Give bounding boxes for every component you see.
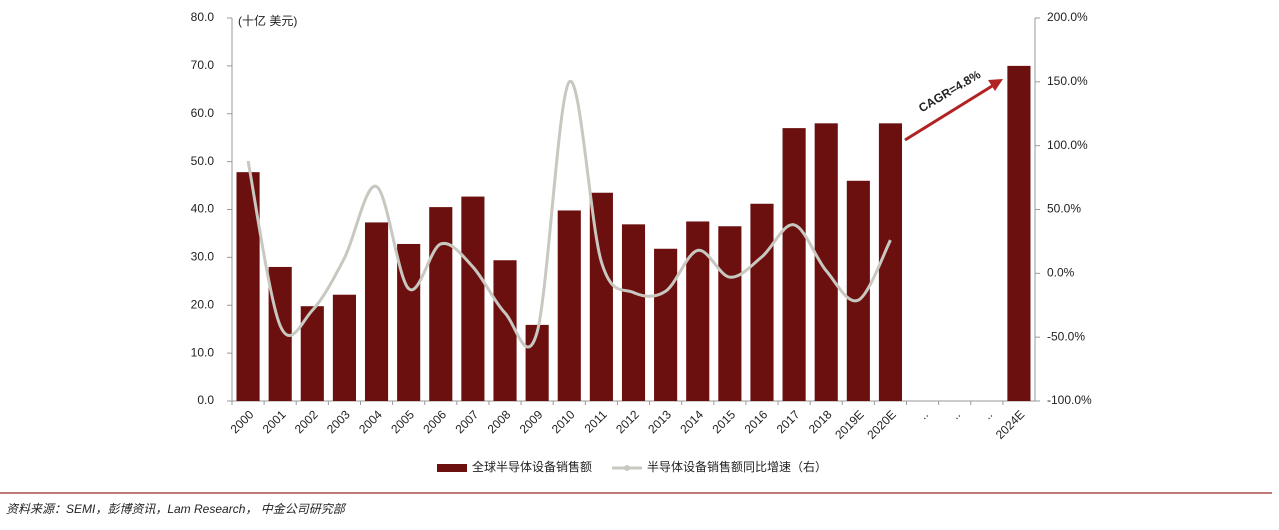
bar bbox=[846, 180, 870, 401]
source: 资料来源：SEMI，彭博资讯，Lam Research， 中金公司研究部 bbox=[6, 502, 347, 516]
legend-marker bbox=[624, 465, 631, 471]
x-tick-label: .. bbox=[916, 407, 931, 422]
y2-tick-label: 200.0% bbox=[1047, 10, 1088, 24]
legend-label: 全球半导体设备销售额 bbox=[472, 459, 592, 474]
x-tick-label: 2004 bbox=[356, 407, 385, 436]
x-tick-label: 2024E bbox=[993, 407, 1027, 441]
x-tick-label: 2018 bbox=[806, 407, 835, 436]
y2-tick-label: 50.0% bbox=[1047, 202, 1081, 216]
bar bbox=[461, 196, 485, 401]
y2-tick-label: -100.0% bbox=[1047, 393, 1092, 407]
cagr-arrow-head bbox=[988, 79, 1003, 91]
x-tick-label: 2017 bbox=[774, 407, 803, 436]
x-tick-label: 2008 bbox=[485, 407, 514, 436]
y-tick-label: 30.0 bbox=[191, 250, 215, 264]
unit-label: (十亿 美元) bbox=[238, 13, 297, 28]
bar bbox=[686, 221, 710, 401]
x-tick-label: 2010 bbox=[549, 407, 578, 436]
bar bbox=[589, 192, 613, 401]
bar bbox=[814, 123, 838, 401]
bar bbox=[236, 172, 260, 401]
y-tick-label: 50.0 bbox=[191, 154, 215, 168]
y-tick-label: 70.0 bbox=[191, 58, 215, 72]
x-tick-label: .. bbox=[948, 407, 963, 422]
legend-label: 半导体设备销售额同比增速（右） bbox=[647, 459, 827, 474]
y2-tick-label: 150.0% bbox=[1047, 74, 1088, 88]
bar bbox=[493, 260, 517, 401]
bar bbox=[364, 222, 389, 401]
bar bbox=[718, 226, 742, 401]
bar bbox=[557, 210, 581, 401]
cagr-arrow bbox=[904, 81, 998, 142]
bar bbox=[878, 123, 903, 401]
x-tick-label: 2001 bbox=[260, 407, 289, 436]
x-tick-label: 2012 bbox=[613, 407, 642, 436]
x-tick-label: 2019E bbox=[832, 407, 866, 441]
bar bbox=[1007, 65, 1031, 401]
x-tick-label: 2014 bbox=[677, 407, 706, 436]
y-tick-label: 80.0 bbox=[191, 10, 215, 24]
y2-tick-label: 0.0% bbox=[1047, 266, 1075, 280]
y-tick-label: 20.0 bbox=[191, 297, 215, 311]
x-tick-label: 2003 bbox=[324, 407, 353, 436]
y-tick-label: 0.0 bbox=[197, 393, 214, 407]
bar bbox=[654, 248, 678, 401]
bar bbox=[397, 243, 421, 401]
x-tick-label: 2016 bbox=[742, 407, 771, 436]
bar bbox=[750, 203, 774, 401]
y-tick-label: 40.0 bbox=[191, 202, 215, 216]
bar bbox=[621, 224, 646, 401]
cagr-annotation: CAGR=4.8% bbox=[916, 67, 983, 115]
y2-tick-label: 100.0% bbox=[1047, 138, 1088, 152]
bar bbox=[429, 207, 453, 401]
x-tick-label: 2020E bbox=[864, 407, 898, 441]
x-tick-label: 2013 bbox=[645, 407, 674, 436]
y2-tick-label: -50.0% bbox=[1047, 329, 1085, 343]
x-tick-label: 2006 bbox=[420, 407, 449, 436]
x-tick-label: 2000 bbox=[228, 407, 257, 436]
y-tick-label: 10.0 bbox=[191, 345, 215, 359]
growth-line bbox=[246, 80, 892, 349]
legend-swatch bbox=[437, 464, 467, 472]
bar bbox=[332, 294, 356, 401]
x-tick-label: 2005 bbox=[388, 407, 417, 436]
y-tick-label: 60.0 bbox=[191, 106, 215, 120]
x-tick-label: 2015 bbox=[709, 407, 738, 436]
bar bbox=[300, 306, 324, 401]
x-tick-label: 2002 bbox=[292, 407, 321, 436]
bar bbox=[782, 128, 806, 402]
x-tick-label: .. bbox=[981, 407, 996, 422]
x-tick-label: 2011 bbox=[582, 407, 610, 435]
x-tick-label: 2009 bbox=[517, 407, 546, 436]
x-tick-label: 2007 bbox=[452, 407, 481, 436]
